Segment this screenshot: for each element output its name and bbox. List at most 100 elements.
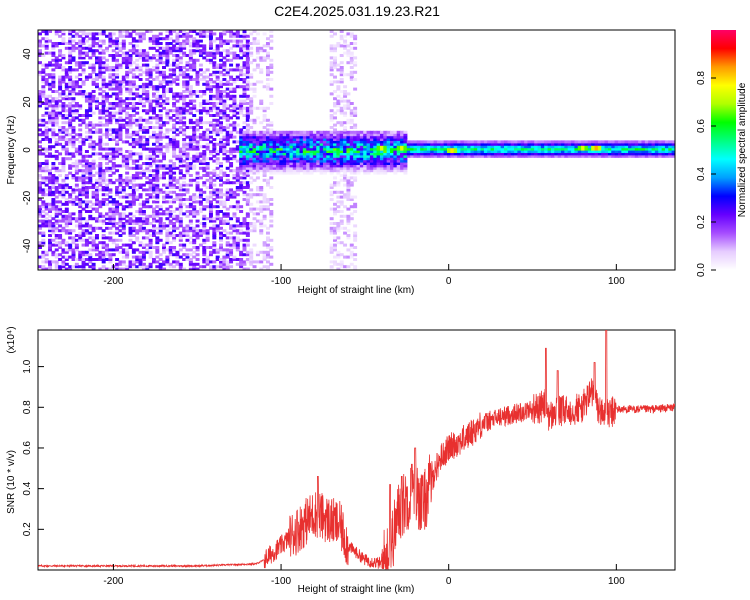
heatmap-cell xyxy=(195,73,200,77)
heatmap-cell xyxy=(81,42,86,45)
heatmap-cell xyxy=(51,222,56,225)
heatmap-cell xyxy=(88,142,93,146)
heatmap-cell xyxy=(265,152,270,156)
heatmap-cell xyxy=(333,212,337,216)
heatmap-cell xyxy=(376,138,381,141)
heatmap-cell xyxy=(105,82,110,86)
heatmap-cell xyxy=(235,188,240,192)
heatmap-cell xyxy=(376,133,381,137)
heatmap-cell xyxy=(118,176,123,180)
heatmap-cell xyxy=(78,162,83,165)
heatmap-cell xyxy=(326,147,331,151)
heatmap-cell xyxy=(148,174,153,177)
heatmap-cell xyxy=(155,248,160,252)
heatmap-cell xyxy=(91,70,96,74)
heatmap-cell xyxy=(242,262,247,266)
heatmap-cell xyxy=(54,255,59,259)
heatmap-cell xyxy=(420,152,425,156)
heatmap-cell xyxy=(118,92,123,96)
heatmap-cell xyxy=(155,118,160,122)
heatmap-cell xyxy=(205,109,210,113)
heatmap-cell xyxy=(225,130,230,134)
heatmap-cell xyxy=(329,145,334,149)
heatmap-cell xyxy=(353,231,358,235)
heatmap-cell xyxy=(148,253,153,257)
heatmap-cell xyxy=(410,147,415,151)
heatmap-cell xyxy=(81,250,86,254)
heatmap-cell xyxy=(326,166,331,170)
heatmap-cell xyxy=(265,236,270,240)
heatmap-cell xyxy=(302,138,307,141)
heatmap-cell xyxy=(356,150,361,153)
heatmap-cell xyxy=(269,94,274,98)
heatmap-cell xyxy=(175,37,180,41)
heatmap-cell xyxy=(255,51,260,55)
heatmap-cell xyxy=(212,54,217,57)
heatmap-cell xyxy=(118,217,123,221)
heatmap-cell xyxy=(245,85,250,89)
heatmap-cell xyxy=(84,138,89,141)
heatmap-cell xyxy=(363,138,368,141)
heatmap-cell xyxy=(229,130,234,134)
heatmap-cell xyxy=(470,145,475,149)
heatmap-cell xyxy=(393,154,398,158)
heatmap-cell xyxy=(353,178,358,182)
heatmap-cell xyxy=(309,133,314,137)
heatmap-cell xyxy=(339,135,344,139)
heatmap-cell xyxy=(74,34,79,38)
heatmap-cell xyxy=(219,123,223,127)
heatmap-cell xyxy=(205,217,210,221)
heatmap-cell xyxy=(333,157,337,161)
heatmap-cell xyxy=(192,30,197,33)
heatmap-cell xyxy=(225,248,230,252)
heatmap-cell xyxy=(262,166,267,170)
heatmap-cell xyxy=(329,186,334,189)
heatmap-cell xyxy=(168,253,173,257)
heatmap-cell xyxy=(245,202,250,206)
heatmap-cell xyxy=(141,253,146,257)
heatmap-cell xyxy=(276,147,280,151)
heatmap-cell xyxy=(101,188,106,192)
heatmap-cell xyxy=(175,195,180,199)
heatmap-cell xyxy=(232,181,237,185)
heatmap-cell xyxy=(192,157,197,161)
heatmap-cell xyxy=(58,174,63,177)
heatmap-cell xyxy=(339,200,344,204)
heatmap-cell xyxy=(363,135,368,139)
heatmap-cell xyxy=(232,68,237,72)
heatmap-cell xyxy=(262,265,267,269)
heatmap-cell xyxy=(222,61,227,65)
heatmap-cell xyxy=(426,147,431,151)
heatmap-cell xyxy=(336,236,341,240)
heatmap-cell xyxy=(249,152,254,156)
heatmap-cell xyxy=(229,243,234,247)
heatmap-cell xyxy=(151,229,156,233)
heatmap-cell xyxy=(269,159,274,163)
heatmap-cell xyxy=(91,82,96,86)
heatmap-cell xyxy=(178,70,183,74)
heatmap-cell xyxy=(48,94,53,98)
heatmap-cell xyxy=(91,183,96,187)
heatmap-cell xyxy=(229,87,234,91)
heatmap-cell xyxy=(245,75,250,79)
heatmap-cell xyxy=(346,248,351,252)
heatmap-cell xyxy=(269,135,274,139)
heatmap-cell xyxy=(289,142,294,146)
heatmap-cell xyxy=(151,207,156,211)
heatmap-cell xyxy=(282,162,287,165)
heatmap-cell xyxy=(245,159,250,163)
heatmap-cell xyxy=(98,171,103,175)
heatmap-cell xyxy=(356,152,361,156)
heatmap-cell xyxy=(38,176,42,180)
heatmap-cell xyxy=(262,224,267,228)
heatmap-cell xyxy=(403,142,408,146)
heatmap-cell xyxy=(212,224,217,228)
heatmap-cell xyxy=(68,133,73,137)
heatmap-cell xyxy=(101,174,106,177)
heatmap-cell xyxy=(48,265,53,269)
heatmap-cell xyxy=(286,154,291,158)
heatmap-cell xyxy=(349,111,354,115)
heatmap-cell xyxy=(162,87,166,91)
heatmap-cell xyxy=(369,157,374,161)
heatmap-cell xyxy=(222,193,227,197)
